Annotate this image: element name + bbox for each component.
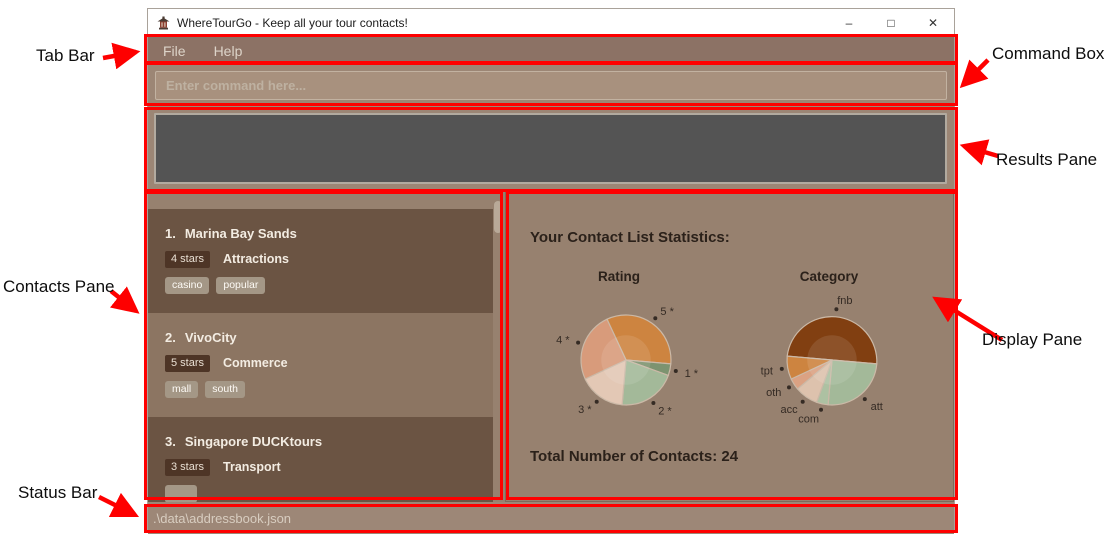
pie-label-dot	[594, 399, 599, 404]
annotation-label-results-pane: Results Pane	[996, 150, 1098, 169]
arrow-tab-bar	[102, 42, 141, 70]
stats-title: Your Contact List Statistics:	[530, 229, 730, 246]
pie-label: acc	[780, 404, 798, 416]
annotation-label-tab-bar: Tab Bar	[36, 46, 95, 65]
pie-highlight	[807, 335, 857, 385]
app-window: WhereTourGo - Keep all your tour contact…	[147, 8, 955, 534]
tag-chip: popular	[216, 277, 266, 294]
status-bar: .\data\addressbook.json	[148, 502, 954, 534]
menu-bar: File Help	[148, 37, 954, 64]
pie-label: 3 *	[578, 404, 592, 416]
annotation-label-display-pane: Display Pane	[982, 330, 1083, 349]
pie-label-dot	[653, 316, 658, 321]
arrow-status-bar	[97, 492, 140, 518]
category-label: Attractions	[223, 252, 289, 266]
arrow-command-box	[959, 58, 990, 89]
annotation-label-status-bar: Status Bar	[18, 483, 98, 502]
arrow-results-pane	[959, 139, 999, 166]
command-input[interactable]: Enter command here...	[155, 71, 947, 100]
close-button[interactable]: ✕	[927, 16, 939, 30]
contact-card[interactable]: 1. Marina Bay Sands 4 stars Attractions c…	[148, 209, 493, 313]
pie-label-dot	[779, 366, 784, 371]
pie-label-dot	[862, 397, 867, 402]
pie-slice-3	[584, 359, 627, 406]
rating-badge: 5 stars	[165, 354, 211, 372]
display-pane: Your Contact List Statistics: Rating 5 *…	[505, 192, 954, 502]
pie-slice-att	[827, 359, 878, 406]
tag-chip: south	[205, 381, 245, 398]
contact-card[interactable]: 3. Singapore DUCKtours 3 stars Transport	[148, 417, 493, 502]
tag-list: casino popular	[165, 277, 481, 294]
pie-label: fnb	[837, 295, 852, 307]
total-contacts-text: Total Number of Contacts: 24	[530, 448, 739, 465]
contact-list: 1. Marina Bay Sands 4 stars Attractions c…	[148, 209, 493, 502]
results-display	[154, 113, 947, 184]
rating-chart-block: Rating 5 * 1 * 2 * 3 * 4 *	[514, 269, 724, 435]
minimize-button[interactable]: –	[845, 16, 853, 30]
results-pane-region	[148, 106, 954, 192]
status-file-path: .\data\addressbook.json	[153, 510, 292, 526]
charts-row: Rating 5 * 1 * 2 * 3 * 4 * Category fnb att co…	[514, 269, 934, 435]
contact-name: 1. Marina Bay Sands	[165, 226, 297, 241]
window-titlebar: WhereTourGo - Keep all your tour contact…	[148, 9, 954, 37]
command-box-region: Enter command here...	[148, 64, 954, 106]
pie-slice-tpt	[786, 355, 833, 380]
pie-slice-5	[606, 314, 672, 365]
pie-label: 2 *	[658, 406, 672, 418]
category-chart-title: Category	[799, 269, 859, 284]
pie-label: tpt	[761, 365, 773, 377]
pie-label: com	[798, 414, 819, 426]
rating-badge: 4 stars	[165, 250, 211, 268]
annotation-label-contacts-pane: Contacts Pane	[3, 277, 115, 296]
pie-label: oth	[766, 387, 781, 399]
tag-list	[165, 485, 481, 502]
contact-card[interactable]: 2. VivoCity 5 stars Commerce mall south	[148, 313, 493, 417]
contacts-scrollbar-thumb[interactable]	[494, 201, 502, 233]
tag-chip: mall	[165, 381, 199, 398]
window-controls: – □ ✕	[828, 9, 954, 37]
pie-slice-2	[621, 359, 669, 406]
pie-label-dot	[800, 399, 805, 404]
window-title: WhereTourGo - Keep all your tour contact…	[177, 16, 408, 30]
app-icon	[156, 16, 171, 31]
arrow-contacts-pane	[109, 286, 140, 314]
rating-badge: 3 stars	[165, 458, 211, 476]
pie-label-dot	[576, 340, 581, 345]
pie-label-dot	[787, 385, 791, 390]
pie-label-dot	[673, 369, 678, 373]
contact-name: 2. VivoCity	[165, 330, 237, 345]
pie-label: 4 *	[556, 335, 570, 347]
rating-pie-chart: 5 * 1 * 2 * 3 * 4 *	[556, 306, 699, 418]
tag-list: mall south	[165, 381, 481, 398]
menu-file[interactable]: File	[163, 42, 186, 59]
rating-chart-title: Rating	[598, 269, 640, 284]
annotation-label-command-box: Command Box	[992, 44, 1105, 63]
pie-slice-fnb	[786, 316, 878, 365]
pie-label-dot	[651, 401, 656, 405]
category-label: Commerce	[223, 356, 288, 370]
pie-label-dot	[834, 307, 839, 312]
pie-label-dot	[819, 407, 823, 412]
menu-help[interactable]: Help	[213, 42, 243, 59]
contacts-pane[interactable]: 1. Marina Bay Sands 4 stars Attractions c…	[148, 192, 505, 502]
maximize-button[interactable]: □	[887, 16, 895, 30]
pie-slice-4	[580, 318, 627, 380]
category-label: Transport	[223, 460, 281, 474]
tag-chip: casino	[165, 277, 210, 294]
pie-label: 5 *	[660, 306, 674, 318]
pie-highlight	[601, 335, 651, 385]
pie-label: 1 *	[685, 368, 699, 380]
main-area: 1. Marina Bay Sands 4 stars Attractions c…	[148, 192, 954, 502]
contact-name: 3. Singapore DUCKtours	[165, 434, 323, 449]
pie-label: att	[871, 401, 883, 413]
tag-chip-partial	[165, 485, 197, 502]
category-chart-block: Category fnb att com acc oth tpt	[724, 269, 934, 435]
